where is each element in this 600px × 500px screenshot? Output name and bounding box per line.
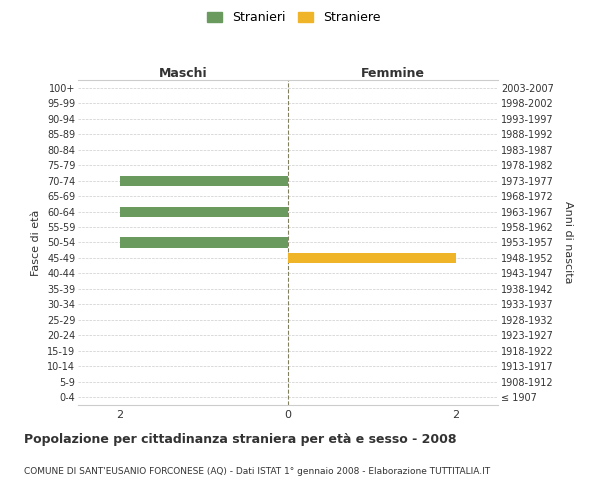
Bar xyxy=(120,176,288,186)
Y-axis label: Anni di nascita: Anni di nascita xyxy=(563,201,573,284)
Bar xyxy=(120,206,288,216)
Legend: Stranieri, Straniere: Stranieri, Straniere xyxy=(205,8,383,26)
Text: COMUNE DI SANT'EUSANIO FORCONESE (AQ) - Dati ISTAT 1° gennaio 2008 - Elaborazion: COMUNE DI SANT'EUSANIO FORCONESE (AQ) - … xyxy=(24,468,490,476)
Bar xyxy=(288,253,456,263)
Text: Femmine: Femmine xyxy=(361,67,425,80)
Y-axis label: Fasce di età: Fasce di età xyxy=(31,210,41,276)
Text: Maschi: Maschi xyxy=(158,67,208,80)
Bar xyxy=(120,238,288,248)
Text: Popolazione per cittadinanza straniera per età e sesso - 2008: Popolazione per cittadinanza straniera p… xyxy=(24,432,457,446)
